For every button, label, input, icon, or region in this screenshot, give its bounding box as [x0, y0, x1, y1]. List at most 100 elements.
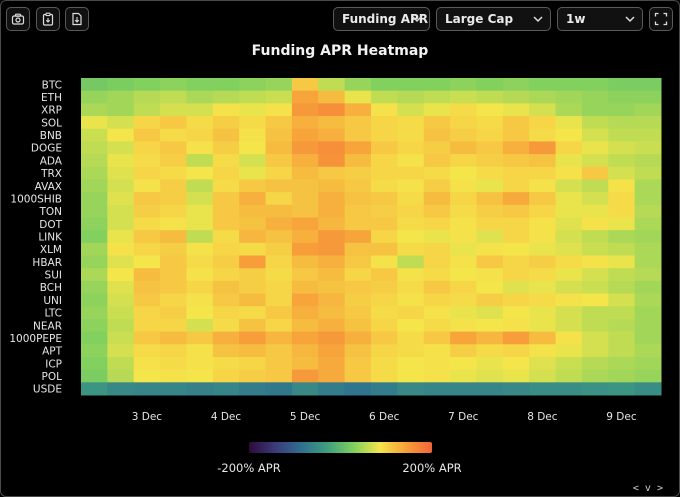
heatmap-cell[interactable]: [397, 116, 425, 130]
heatmap-cell[interactable]: [397, 204, 425, 218]
heatmap-cell[interactable]: [634, 141, 662, 155]
heatmap-cell[interactable]: [397, 280, 425, 295]
heatmap-cell[interactable]: [608, 217, 636, 231]
heatmap-cell[interactable]: [265, 369, 293, 383]
heatmap-cell[interactable]: [186, 128, 214, 142]
heatmap-cell[interactable]: [133, 103, 161, 117]
heatmap-cell[interactable]: [371, 344, 398, 358]
heatmap-cell[interactable]: [608, 103, 636, 117]
heatmap-cell[interactable]: [529, 344, 557, 358]
heatmap-cell[interactable]: [133, 90, 161, 104]
heatmap-cell[interactable]: [318, 268, 346, 282]
heatmap-cell[interactable]: [634, 78, 662, 92]
heatmap-cell[interactable]: [371, 318, 398, 333]
heatmap-cell[interactable]: [81, 344, 108, 358]
heatmap-cell[interactable]: [423, 344, 451, 358]
heatmap-cell[interactable]: [397, 103, 425, 117]
heatmap-cell[interactable]: [344, 128, 372, 142]
heatmap-cell[interactable]: [581, 192, 609, 206]
heatmap-cell[interactable]: [212, 356, 240, 371]
heatmap-cell[interactable]: [581, 128, 609, 142]
heatmap-cell[interactable]: [239, 141, 267, 155]
heatmap-cell[interactable]: [239, 293, 267, 307]
heatmap-cell[interactable]: [581, 280, 609, 295]
heatmap-cell[interactable]: [581, 204, 609, 218]
heatmap-cell[interactable]: [107, 382, 135, 396]
heatmap-cell[interactable]: [397, 268, 425, 282]
heatmap-cell[interactable]: [160, 78, 187, 92]
heatmap-cell[interactable]: [581, 255, 609, 269]
heatmap-cell[interactable]: [239, 331, 267, 345]
heatmap-cell[interactable]: [239, 306, 267, 320]
heatmap-cell[interactable]: [344, 242, 372, 257]
heatmap-cell[interactable]: [450, 217, 477, 231]
heatmap-cell[interactable]: [423, 78, 451, 92]
heatmap-cell[interactable]: [344, 356, 372, 371]
heatmap-cell[interactable]: [133, 280, 161, 295]
heatmap-cell[interactable]: [502, 116, 530, 130]
heatmap-cell[interactable]: [555, 128, 583, 142]
heatmap-cell[interactable]: [239, 116, 267, 130]
heatmap-cell[interactable]: [265, 78, 293, 92]
heatmap-cell[interactable]: [81, 306, 108, 320]
heatmap-cell[interactable]: [107, 116, 135, 130]
heatmap-cell[interactable]: [529, 192, 557, 206]
heatmap-cell[interactable]: [344, 306, 372, 320]
heatmap-cell[interactable]: [581, 230, 609, 244]
heatmap-cell[interactable]: [371, 204, 398, 218]
heatmap-cell[interactable]: [265, 293, 293, 307]
heatmap-cell[interactable]: [81, 204, 108, 218]
heatmap-cell[interactable]: [502, 192, 530, 206]
heatmap-cell[interactable]: [529, 90, 557, 104]
heatmap-cell[interactable]: [555, 242, 583, 257]
heatmap-cell[interactable]: [371, 331, 398, 345]
heatmap-cell[interactable]: [160, 268, 187, 282]
heatmap-cell[interactable]: [318, 255, 346, 269]
heatmap-cell[interactable]: [291, 179, 319, 193]
heatmap-cell[interactable]: [423, 90, 451, 104]
heatmap-cell[interactable]: [265, 204, 293, 218]
heatmap-cell[interactable]: [371, 179, 398, 193]
heatmap-cell[interactable]: [423, 255, 451, 269]
heatmap-cell[interactable]: [186, 103, 214, 117]
heatmap-cell[interactable]: [502, 280, 530, 295]
heatmap-cell[interactable]: [81, 318, 108, 333]
heatmap-cell[interactable]: [502, 242, 530, 257]
heatmap-cell[interactable]: [344, 369, 372, 383]
heatmap-cell[interactable]: [608, 280, 636, 295]
heatmap-cell[interactable]: [634, 356, 662, 371]
heatmap-cell[interactable]: [81, 90, 108, 104]
heatmap-cell[interactable]: [608, 356, 636, 371]
heatmap-cell[interactable]: [371, 242, 398, 257]
heatmap-cell[interactable]: [476, 179, 504, 193]
heatmap-cell[interactable]: [212, 78, 240, 92]
heatmap-cell[interactable]: [81, 268, 108, 282]
heatmap-cell[interactable]: [476, 306, 504, 320]
heatmap-cell[interactable]: [555, 356, 583, 371]
heatmap-cell[interactable]: [476, 78, 504, 92]
heatmap-cell[interactable]: [344, 204, 372, 218]
heatmap-cell[interactable]: [318, 356, 346, 371]
heatmap-cell[interactable]: [450, 179, 477, 193]
heatmap-cell[interactable]: [81, 356, 108, 371]
heatmap-cell[interactable]: [81, 255, 108, 269]
heatmap-cell[interactable]: [529, 318, 557, 333]
heatmap-cell[interactable]: [634, 230, 662, 244]
heatmap-cell[interactable]: [555, 230, 583, 244]
heatmap-cell[interactable]: [476, 217, 504, 231]
heatmap-cell[interactable]: [186, 141, 214, 155]
heatmap-cell[interactable]: [529, 356, 557, 371]
heatmap-cell[interactable]: [133, 192, 161, 206]
heatmap-cell[interactable]: [502, 356, 530, 371]
heatmap-cell[interactable]: [291, 192, 319, 206]
heatmap-cell[interactable]: [318, 166, 346, 180]
heatmap-cell[interactable]: [160, 255, 187, 269]
heatmap-cell[interactable]: [555, 382, 583, 396]
heatmap-cell[interactable]: [634, 382, 662, 396]
heatmap-cell[interactable]: [107, 318, 135, 333]
heatmap-cell[interactable]: [212, 217, 240, 231]
heatmap-cell[interactable]: [450, 128, 477, 142]
heatmap-cell[interactable]: [397, 369, 425, 383]
heatmap-cell[interactable]: [555, 166, 583, 180]
heatmap-cell[interactable]: [529, 268, 557, 282]
